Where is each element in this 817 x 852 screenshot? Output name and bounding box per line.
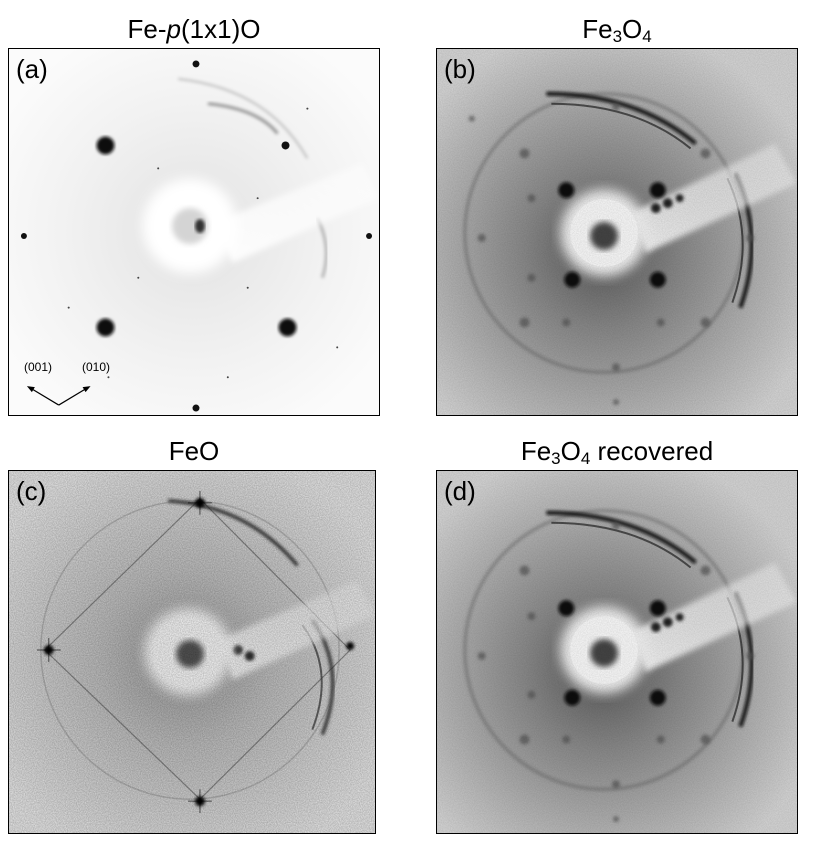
panel-d-title: Fe3O4 recovered <box>520 436 714 468</box>
panel-b-title: Fe3O4 <box>582 14 652 46</box>
panel-d-label: (d) <box>444 476 476 506</box>
panel-a-title: Fe-p(1x1)O <box>127 14 261 44</box>
panel-c-title: FeO <box>168 436 220 466</box>
axis-label-001: (001) <box>24 360 53 374</box>
leed-image-d: (d) <box>436 470 798 834</box>
panel-b-label: (b) <box>444 54 476 84</box>
leed-image-c: (c) <box>8 470 376 834</box>
leed-image-a: (a) (001) (010) <box>8 48 380 416</box>
panel-a-label: (a) <box>16 54 48 84</box>
axis-label-010: (010) <box>82 360 111 374</box>
leed-image-b: (b) <box>436 48 798 416</box>
panel-c-label: (c) <box>16 476 47 506</box>
